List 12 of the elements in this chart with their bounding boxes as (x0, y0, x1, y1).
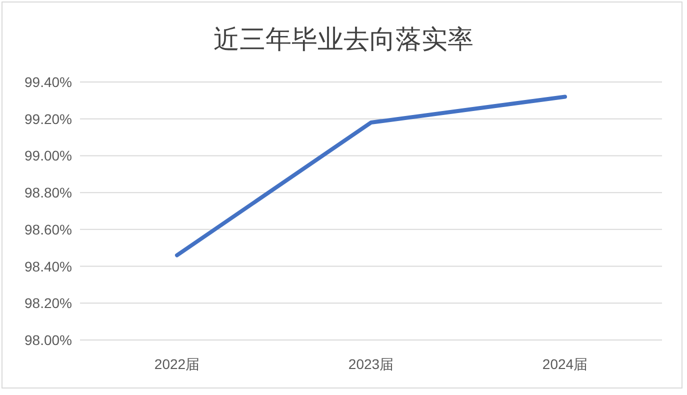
y-tick-label: 98.00% (24, 332, 72, 348)
y-tick-label: 98.60% (24, 221, 72, 238)
x-tick-label: 2023届 (348, 356, 394, 372)
chart-title: 近三年毕业去向落实率 (214, 25, 474, 54)
y-tick-label: 98.80% (24, 184, 72, 201)
y-tick-label: 98.40% (24, 258, 72, 274)
y-tick-label: 98.20% (24, 295, 72, 312)
y-tick-label: 99.00% (24, 148, 72, 164)
y-tick-label: 99.20% (24, 110, 72, 127)
x-tick-label: 2022届 (154, 356, 200, 372)
x-tick-label: 2024届 (542, 356, 588, 372)
y-tick-label: 99.40% (24, 74, 72, 90)
